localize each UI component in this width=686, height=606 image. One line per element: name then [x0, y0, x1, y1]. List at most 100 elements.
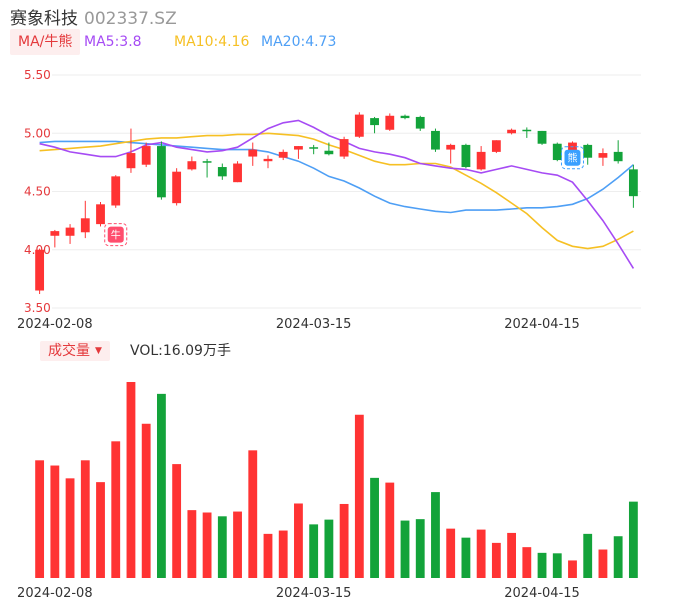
volume-readout: VOL:16.09万手 — [130, 343, 231, 359]
candle — [278, 149, 288, 161]
candle — [522, 127, 532, 138]
volume-bar — [263, 533, 273, 578]
ma10-line — [39, 132, 634, 250]
candle-body — [294, 146, 303, 150]
candle — [385, 113, 395, 131]
volume-bar — [96, 482, 105, 578]
volume-bar — [141, 423, 151, 578]
candle-body — [80, 218, 90, 233]
candle-body — [172, 171, 182, 204]
volume-bar — [476, 529, 486, 578]
candle-body — [309, 147, 319, 149]
candle-body — [461, 144, 471, 168]
candle — [263, 155, 273, 169]
volume-bar — [126, 382, 136, 578]
price-y-tick-label: 3.50 — [24, 301, 51, 315]
ma-indicator-badge[interactable]: MA/牛熊 — [10, 29, 81, 55]
candle-body — [278, 151, 288, 158]
candle-body — [522, 129, 532, 132]
volume-bar — [446, 528, 456, 578]
price-x-tick-label: 2024-04-15 — [504, 317, 580, 330]
volume-bar — [491, 542, 501, 578]
candle-body — [613, 151, 623, 162]
volume-bar — [400, 520, 410, 578]
candle — [339, 136, 349, 159]
candle — [446, 143, 456, 164]
volume-bar — [552, 553, 562, 578]
candle-body — [476, 151, 486, 170]
volume-bar — [537, 552, 547, 578]
candle — [507, 128, 517, 135]
candle-body — [370, 118, 379, 126]
candle-body — [537, 130, 547, 144]
candle — [537, 130, 547, 145]
price-x-tick-label: 2024-02-08 — [17, 317, 93, 330]
candle — [187, 156, 197, 171]
volume-bar — [294, 503, 303, 578]
caret-down-icon: ▼ — [95, 346, 102, 356]
candle — [628, 164, 638, 208]
candle — [156, 141, 166, 200]
volume-bar — [233, 511, 242, 578]
candle — [309, 144, 319, 155]
candle — [50, 229, 60, 248]
candle — [172, 168, 182, 206]
candle — [233, 161, 242, 183]
candle-body — [552, 143, 562, 161]
candle-body — [415, 116, 425, 129]
volume-x-tick-label: 2024-02-08 — [17, 586, 93, 601]
candle — [80, 200, 90, 239]
volume-bar — [370, 477, 379, 578]
candle — [248, 142, 258, 166]
price-y-tick-label: 4.50 — [24, 185, 51, 199]
marker-ring — [560, 146, 584, 170]
candle — [370, 116, 379, 134]
volume-bar — [568, 560, 577, 578]
candle-body — [187, 161, 197, 170]
candle — [324, 142, 334, 156]
volume-bar — [613, 536, 623, 578]
candle-body — [583, 144, 593, 158]
ma20-label: MA20:4.73 — [261, 34, 337, 50]
candle — [294, 146, 303, 159]
volume-bar — [628, 501, 638, 578]
volume-bar — [598, 549, 608, 578]
marker-bg — [107, 226, 124, 243]
ma5-line — [39, 119, 635, 269]
volume-bar — [217, 516, 227, 578]
marker-label: 牛 — [111, 229, 121, 242]
candle-body — [263, 158, 273, 162]
candle — [96, 201, 105, 227]
volume-bar — [385, 482, 395, 578]
volume-indicator-dropdown[interactable]: 成交量 ▼ — [40, 341, 110, 361]
candle-body — [354, 114, 364, 137]
candle-body — [400, 115, 410, 119]
ma20-line — [39, 140, 634, 214]
volume-bar — [583, 533, 593, 578]
candle — [583, 143, 593, 165]
volume-bar — [324, 519, 334, 578]
volume-bar — [309, 524, 319, 578]
volume-bar — [80, 460, 90, 578]
volume-bar — [354, 414, 364, 578]
price-y-tick-label: 5.00 — [24, 126, 51, 140]
candle — [613, 140, 623, 164]
candle-body — [202, 161, 212, 163]
candle — [35, 248, 45, 295]
marker-bg — [564, 149, 581, 166]
volume-bar — [415, 519, 425, 578]
candle — [111, 175, 121, 208]
candle-body — [65, 227, 75, 236]
candle-body — [156, 146, 166, 198]
volume-indicator-label: 成交量 — [48, 343, 90, 359]
candle-body — [96, 204, 105, 225]
candle — [431, 128, 440, 152]
candle — [461, 143, 471, 169]
candle — [476, 146, 486, 171]
candle-body — [50, 231, 60, 236]
price-chart[interactable]: 5.505.004.504.003.50牛熊2024-02-082024-03-… — [0, 0, 686, 330]
volume-bar — [35, 460, 45, 578]
candle — [217, 163, 227, 180]
volume-bar — [50, 465, 60, 578]
volume-bar — [339, 503, 349, 578]
